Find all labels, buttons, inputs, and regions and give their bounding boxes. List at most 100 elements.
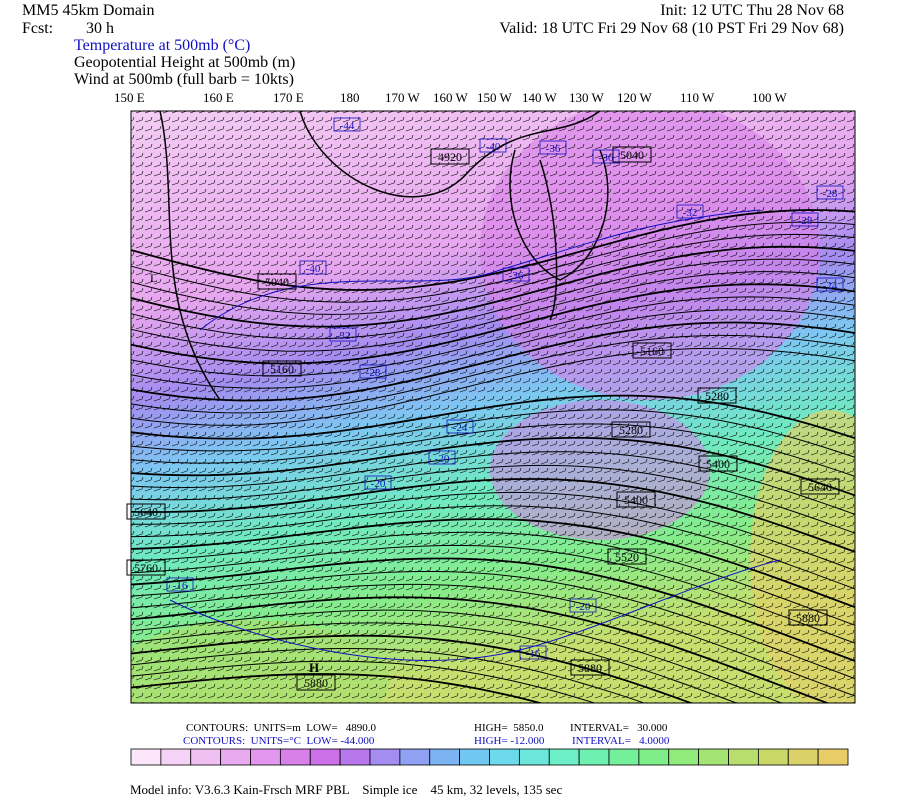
height-contour: [131, 321, 855, 402]
colorbar-swatch: [459, 748, 490, 766]
height-contour: [131, 673, 544, 703]
field-wind: Wind at 500mb (full barb = 10kts): [74, 71, 294, 88]
height-contour: [131, 478, 855, 553]
temperature-label-box: [502, 267, 530, 282]
height-contour: [539, 159, 558, 321]
temperature-label: -24: [823, 280, 838, 292]
colorbar-swatch: [518, 748, 550, 766]
temperature-label: -44: [340, 120, 355, 132]
temperature-label: -32: [336, 330, 351, 342]
height-contour: [131, 233, 855, 315]
longitude-label: 100 W: [752, 90, 787, 105]
height-contour-high: HIGH= 5850.0: [474, 722, 544, 734]
height-label: 5280: [619, 423, 643, 437]
colorbar-swatch: [429, 748, 461, 766]
height-contour: [131, 464, 855, 534]
temperature-label: -36: [546, 143, 561, 155]
height-contour: [131, 409, 855, 458]
height-label-box: [788, 609, 828, 626]
colorbar-swatch: [130, 748, 162, 766]
height-label-box: [697, 387, 737, 404]
height-contour: [131, 557, 855, 662]
height-contour: [131, 518, 855, 609]
valid-time: Valid: 18 UTC Fri 29 Nov 68 (10 PST Fri …: [499, 20, 844, 37]
colorbar-swatch: [817, 748, 849, 766]
temperature-label-box: [816, 185, 844, 200]
temperature-label-box: [479, 138, 507, 153]
temperature-label-box: [359, 364, 387, 379]
height-contour-interval: INTERVAL= 30.000: [570, 722, 668, 734]
height-contour: [131, 347, 855, 426]
height-contour: [131, 245, 855, 328]
low-marker: L: [150, 271, 157, 285]
height-contour: [131, 596, 830, 703]
height-contour: [131, 451, 855, 515]
height-label-box: [296, 674, 336, 691]
temperature-label: -28: [823, 188, 838, 200]
colorbar: [130, 748, 849, 766]
longitude-label: 140 W: [522, 90, 557, 105]
height-contour: [131, 609, 783, 703]
longitude-label: 150 E: [114, 90, 145, 105]
height-label: 5040: [620, 148, 644, 162]
init-time: Init: 12 UTC Thu 28 Nov 68: [660, 2, 844, 19]
temperature-label-box: [676, 204, 704, 219]
height-contour: [131, 491, 855, 572]
height-label: 5640: [808, 480, 832, 494]
height-contour: [131, 647, 646, 703]
colorbar-swatch: [160, 748, 192, 766]
colorbar-swatch: [369, 748, 401, 766]
height-label: 5400: [706, 457, 730, 471]
height-label: 5400: [624, 493, 648, 507]
temperature-label: -40: [486, 141, 501, 153]
height-label-box: [607, 548, 647, 565]
height-label-box: [611, 421, 651, 438]
temperature-label-box: [519, 645, 547, 660]
colorbar-swatch: [489, 748, 520, 766]
temperature-label: -36: [509, 270, 524, 282]
height-contour: [131, 334, 855, 414]
field-height: Geopotential Height at 500mb (m): [74, 54, 296, 71]
height-contour: [131, 209, 855, 291]
temp-contour-interval: INTERVAL= 4.0000: [572, 735, 670, 747]
longitude-label: 120 W: [617, 90, 652, 105]
high-marker: H: [309, 660, 319, 675]
longitude-label: 170 W: [385, 90, 420, 105]
height-contour: [131, 531, 855, 626]
colorbar-swatch: [757, 748, 789, 766]
height-label: 5520: [615, 550, 639, 564]
temperature-label: -20: [371, 478, 386, 490]
temperature-contour: [169, 559, 781, 661]
height-contour: [131, 271, 855, 352]
temperature-label: -32: [683, 207, 698, 219]
temperature-label-box: [446, 419, 474, 434]
colorbar-swatch: [309, 748, 341, 766]
contour-labels: 4920 5040 5040 5160 5160 5280 5280 5400 5400 5520…: [126, 117, 844, 691]
height-label: 5160: [270, 362, 294, 376]
height-contour: [131, 258, 855, 340]
height-label: 5880: [304, 676, 328, 690]
fcst-label: Fcst:: [22, 20, 54, 37]
height-contour: [509, 149, 609, 281]
height-contour: [131, 394, 855, 440]
temperature-label-box: [569, 598, 597, 613]
height-label-box: [262, 360, 302, 377]
height-label: 5880: [796, 611, 820, 625]
height-contour: [131, 437, 855, 497]
height-label-box: [570, 659, 610, 676]
temperature-label-box: [791, 212, 819, 227]
fcst-hours: 30 h: [86, 20, 114, 37]
colorbar-swatch: [339, 748, 371, 766]
temp-contour-high: HIGH= -12.000: [474, 735, 545, 747]
temperature-label: -24: [453, 422, 468, 434]
temperature-label: -28: [366, 367, 381, 379]
temperature-label: -36: [599, 152, 614, 164]
height-label-box: [430, 148, 470, 165]
height-label: 5760: [134, 561, 158, 575]
height-label-box: [698, 455, 738, 472]
colorbar-swatch: [220, 748, 251, 766]
height-contour: [131, 423, 855, 477]
colorbar-swatch: [399, 748, 431, 766]
temperature-label: -16: [526, 648, 541, 660]
